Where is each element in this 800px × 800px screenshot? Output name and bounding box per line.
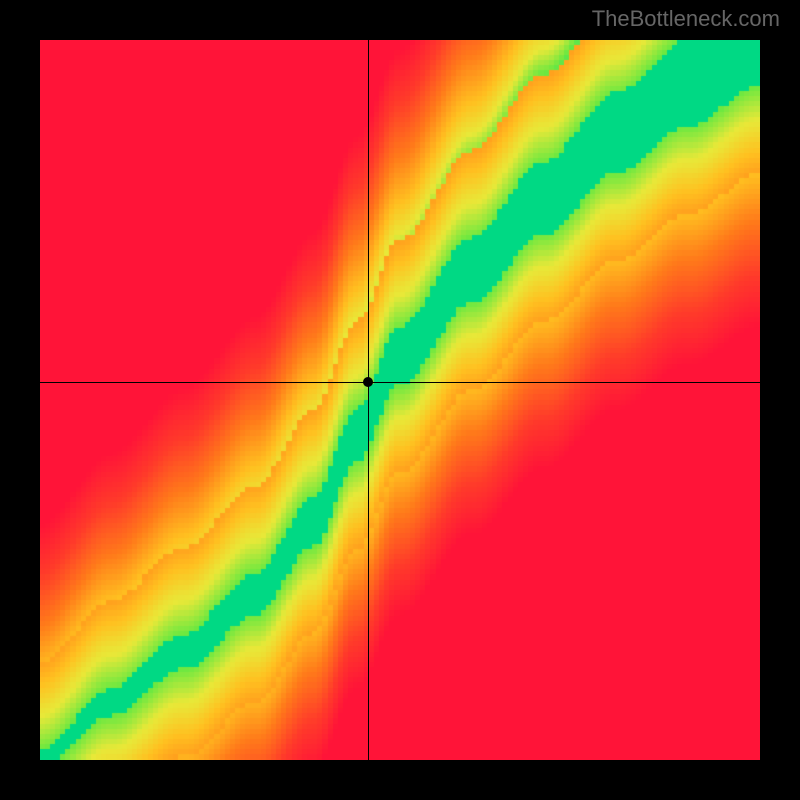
chart-container: TheBottleneck.com xyxy=(0,0,800,800)
heatmap-canvas xyxy=(40,40,760,760)
plot-area xyxy=(40,40,760,760)
crosshair-vertical xyxy=(368,40,369,760)
crosshair-marker xyxy=(363,377,373,387)
watermark-text: TheBottleneck.com xyxy=(592,6,780,32)
crosshair-horizontal xyxy=(40,382,760,383)
